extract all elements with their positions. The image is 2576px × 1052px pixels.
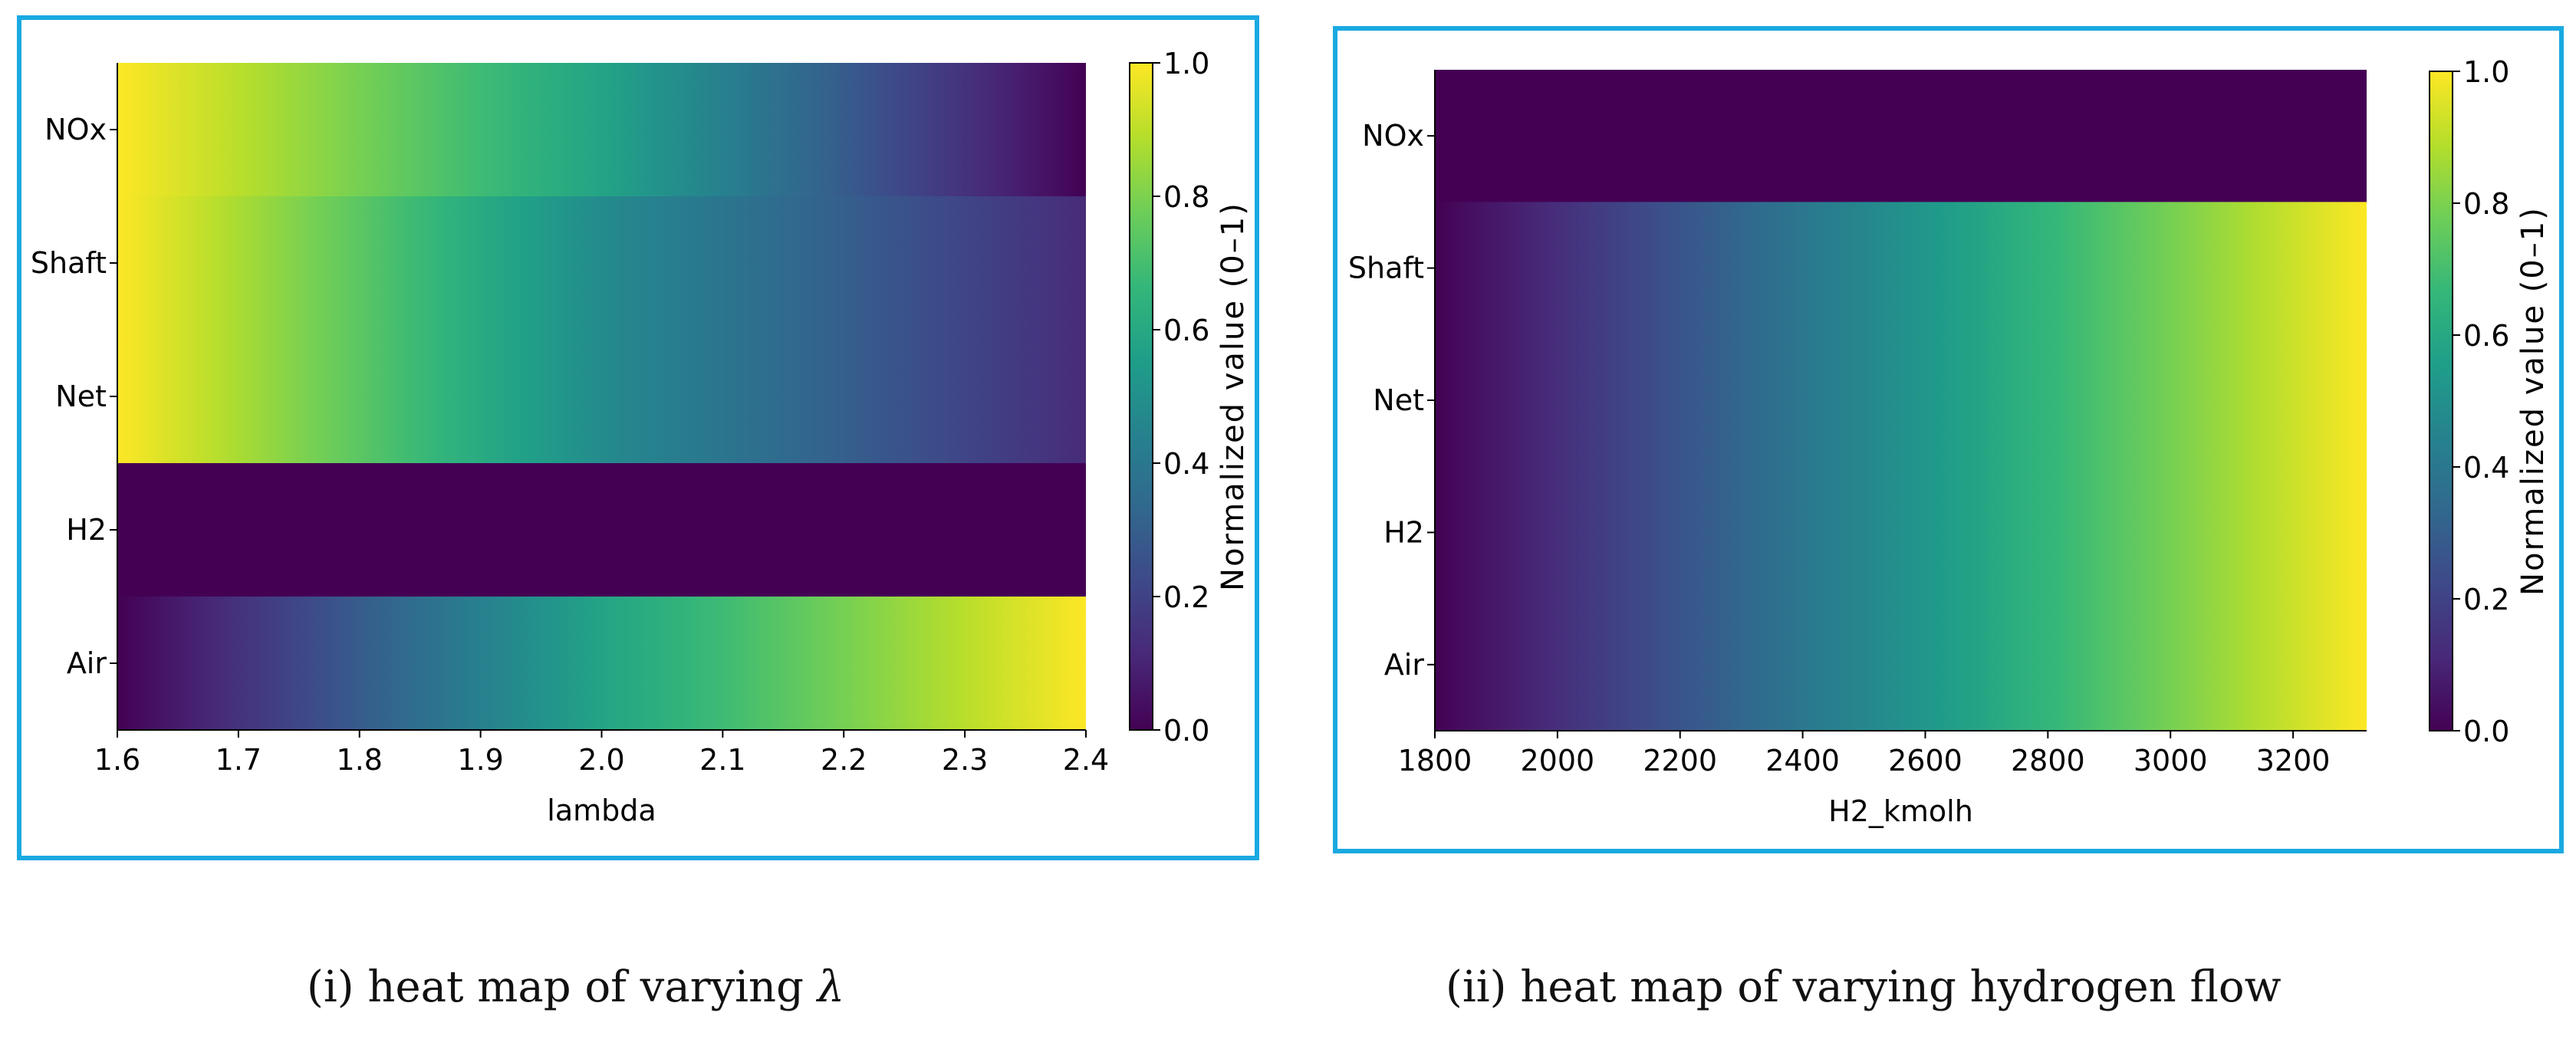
y-tick-label-nox: NOx [44, 113, 107, 146]
x-tick-label: 2800 [2011, 744, 2085, 777]
x-tick-label: 2.2 [821, 743, 867, 777]
colorbar [2429, 71, 2453, 731]
y-tick-label-h2: H2 [1383, 515, 1424, 549]
x-axis-label: lambda [547, 794, 656, 827]
y-tick-label-air: Air [1384, 648, 1425, 682]
y-tick-label-h2: H2 [66, 513, 107, 547]
x-axis-label: H2_kmolh [1828, 794, 1973, 828]
colorbar-tick-label: 0.0 [2463, 715, 2509, 748]
x-tick-label: 2.1 [699, 743, 745, 777]
x-tick-label: 3200 [2256, 744, 2331, 777]
colorbar-tick-label: 0.4 [1163, 447, 1209, 481]
x-tick-label: 2600 [1888, 744, 1962, 777]
heatmap-row-shaft [1435, 202, 2367, 335]
heatmap-row-air [1435, 598, 2367, 731]
y-tick-label-net: Net [55, 380, 107, 413]
x-tick-label: 2.4 [1063, 743, 1109, 777]
x-tick-label: 2.3 [942, 743, 988, 777]
heatmap-row-h2 [117, 463, 1086, 597]
y-tick-label-air: Air [67, 646, 107, 680]
colorbar-tick-label: 0.2 [1163, 580, 1209, 614]
right-panel-frame: NOx Shaft Net H2 Air 1800 2000 2200 2400 2600 2800… [1333, 26, 2564, 853]
x-tick-label: 1.8 [337, 743, 383, 777]
colorbar-label: Normalized value (0–1) [2515, 206, 2551, 596]
left-panel-frame: NOx Shaft Net H2 Air 1.6 1.7 1.8 1.9 2.0 2.1 2.2 2.3… [17, 15, 1259, 860]
colorbar-tick-label: 0.6 [1163, 314, 1209, 347]
caption-lambda-text: (i) heat map of varying [307, 962, 818, 1012]
y-tick-label-shaft: Shaft [31, 246, 107, 280]
colorbar [1129, 62, 1153, 731]
colorbar-label: Normalized value (0–1) [1216, 202, 1251, 591]
x-tick-label: 3000 [2134, 744, 2208, 777]
y-tick-label-net: Net [1373, 383, 1424, 417]
heatmap-row-nox [1435, 70, 2367, 202]
colorbar-tick-label: 0.6 [2463, 319, 2509, 353]
h2-flow-heatmap-figure: NOx Shaft Net H2 Air 1800 2000 2200 2400 2600 2800… [1348, 55, 2551, 828]
x-tick-label: 1800 [1398, 744, 1472, 777]
colorbar-tick-label: 0.8 [1163, 180, 1209, 214]
x-tick-label: 1.7 [215, 743, 262, 777]
heatmap-row-h2 [1435, 466, 2367, 600]
x-tick-label: 1.9 [457, 743, 503, 777]
lambda-heatmap-figure: NOx Shaft Net H2 Air 1.6 1.7 1.8 1.9 2.0 2.1 2.2 2.3… [31, 47, 1251, 827]
caption-lambda: (i) heat map of varying λ [307, 962, 844, 1012]
x-tick-label: 2200 [1643, 744, 1717, 777]
y-tick-label-nox: NOx [1362, 119, 1424, 153]
colorbar-tick-label: 0.0 [1163, 714, 1209, 748]
x-tick-label: 1.6 [94, 743, 140, 777]
x-tick-label: 2400 [1765, 744, 1840, 777]
colorbar-tick-label: 1.0 [2463, 55, 2509, 89]
x-tick-label: 2.0 [578, 743, 624, 777]
heatmap-row-net [1435, 334, 2367, 467]
heatmap-row-net [117, 330, 1086, 464]
x-tick-label: 2000 [1521, 744, 1595, 777]
colorbar-tick-label: 0.2 [2463, 583, 2509, 616]
caption-lambda-symbol: λ [817, 962, 845, 1012]
heatmap-row-nox [117, 63, 1086, 197]
y-tick-label-shaft: Shaft [1348, 251, 1424, 285]
heatmap-row-air [117, 597, 1086, 731]
heatmap-row-shaft [117, 196, 1086, 330]
colorbar-tick-label: 0.4 [2463, 451, 2509, 485]
colorbar-tick-label: 1.0 [1163, 47, 1209, 81]
caption-hydrogen-flow: (ii) heat map of varying hydrogen flow [1446, 962, 2282, 1012]
colorbar-tick-label: 0.8 [2463, 187, 2509, 221]
